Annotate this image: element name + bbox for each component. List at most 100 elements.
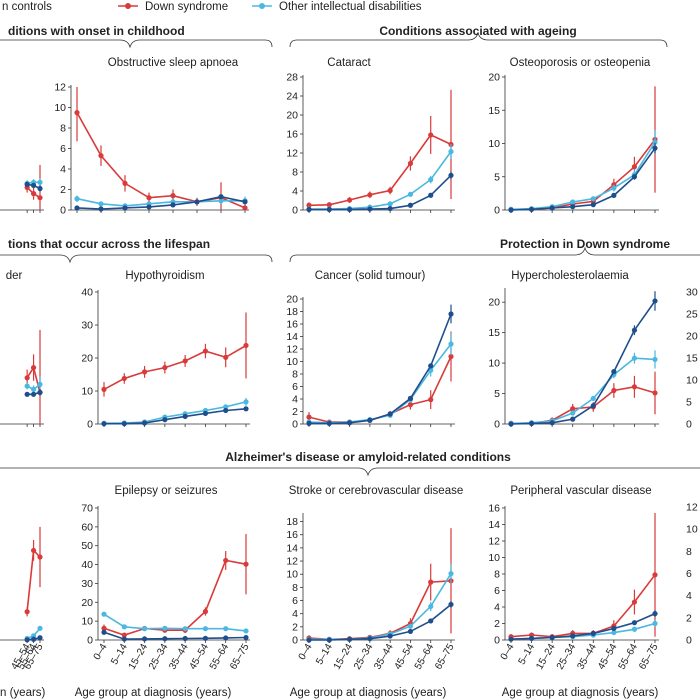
series-controls: [24, 181, 43, 192]
data-point: [326, 637, 332, 643]
data-point: [346, 197, 353, 203]
y-tick-label: 12: [488, 536, 500, 548]
y-tick-label: 16: [286, 529, 298, 541]
right-axis-tick-label: 6: [686, 568, 692, 580]
series-other-intellectual-disabilities: [306, 332, 454, 426]
data-point: [407, 623, 414, 629]
right-axis-tick-label: 25: [686, 309, 698, 321]
y-tick-label: 12: [54, 82, 66, 94]
y-tick-label: 0: [60, 205, 66, 217]
data-point: [122, 180, 128, 186]
y-tick-label: 8: [292, 369, 298, 381]
data-point: [428, 397, 434, 403]
data-point: [37, 185, 43, 192]
data-point: [37, 554, 43, 560]
series-line: [510, 357, 656, 425]
data-point: [202, 635, 209, 641]
series-controls: [508, 291, 658, 427]
series-line: [309, 174, 452, 211]
data-point: [101, 625, 107, 631]
data-point: [387, 633, 393, 639]
data-point: [448, 172, 454, 178]
data-point: [98, 206, 104, 212]
data-point: [223, 557, 229, 564]
data-point: [407, 628, 414, 635]
x-axis-title-partial: n (years): [0, 687, 46, 699]
data-point: [652, 298, 658, 304]
panel-cataract: Cataract 0 4 8 12 16 20 24 28: [286, 57, 455, 217]
section-brace-alzheimers: [0, 467, 700, 477]
series-down-syndrome: [508, 371, 658, 426]
data-point: [590, 403, 596, 409]
y-tick-label: 20: [81, 597, 93, 609]
data-point: [243, 634, 249, 641]
data-point: [387, 411, 393, 417]
section-brace-childhood: [0, 39, 273, 49]
data-point: [448, 311, 454, 317]
data-point: [570, 416, 576, 422]
data-point: [30, 182, 37, 188]
section-header-ageing: Conditions associated with ageing: [289, 24, 668, 48]
data-point: [141, 369, 148, 375]
y-tick-label: 20: [81, 353, 93, 365]
series-line: [76, 197, 245, 207]
y-tick-label: 5: [494, 171, 500, 183]
data-point: [367, 206, 373, 212]
data-point: [37, 195, 43, 201]
right-axis-tick-label: 10: [686, 375, 698, 387]
data-point: [243, 406, 249, 412]
y-tick-label: 40: [81, 287, 93, 299]
series-line: [103, 559, 247, 636]
y-tick-label: 8: [60, 123, 66, 135]
right-axis-tick-label: 2: [686, 612, 692, 624]
data-point: [101, 386, 107, 392]
y-tick-label: 2: [494, 618, 500, 630]
data-point: [30, 547, 37, 554]
series-line: [309, 313, 452, 425]
x-tick-label: 25–34: [555, 642, 579, 672]
y-tick-label: 6: [292, 381, 298, 393]
data-point: [611, 185, 617, 191]
series-line: [103, 613, 247, 632]
section-header-lifespan: tions that occur across the lifespan: [0, 237, 273, 264]
y-tick-label: 0: [292, 205, 298, 217]
data-point: [611, 625, 617, 632]
series-down-syndrome: [306, 331, 454, 425]
series-down-syndrome: [101, 534, 249, 638]
data-point: [549, 634, 555, 641]
data-point: [37, 635, 43, 641]
section-brace-protection: [289, 246, 700, 263]
panel-stroke: Stroke or cerebrovascular disease 0 246810…: [286, 485, 463, 672]
section-title-alzheimers: Alzheimer's disease or amyloid-related c…: [225, 450, 511, 464]
data-point: [631, 355, 638, 361]
section-title-protection: Protection in Down syndrome: [500, 237, 670, 251]
panel-title: Hypothyroidism: [125, 270, 204, 282]
data-point: [121, 632, 127, 638]
legend-label-controls: n controls: [2, 1, 52, 13]
data-point: [24, 637, 30, 643]
y-tick-label: 20: [286, 110, 298, 122]
data-point: [170, 202, 176, 208]
data-point: [590, 630, 596, 637]
data-point: [121, 375, 127, 382]
data-point: [223, 404, 229, 410]
y-tick-label: 0: [292, 635, 298, 647]
data-point: [141, 420, 148, 426]
y-tick-label: 8: [292, 582, 298, 594]
x-tick-label: 0–4: [92, 642, 110, 662]
series-other-intellectual-disabilities: [306, 143, 454, 212]
y-tick-label: 6: [60, 143, 66, 155]
data-point: [508, 207, 514, 213]
series-line: [308, 133, 452, 207]
series-other-intellectual-disabilities: [306, 563, 454, 642]
data-point: [74, 205, 80, 211]
data-point: [98, 201, 104, 207]
data-point: [428, 579, 434, 585]
data-point: [223, 407, 229, 414]
y-tick-label: 10: [488, 138, 500, 150]
data-point: [223, 354, 229, 360]
data-point: [652, 620, 658, 627]
data-point: [508, 636, 514, 642]
data-point: [590, 196, 596, 202]
